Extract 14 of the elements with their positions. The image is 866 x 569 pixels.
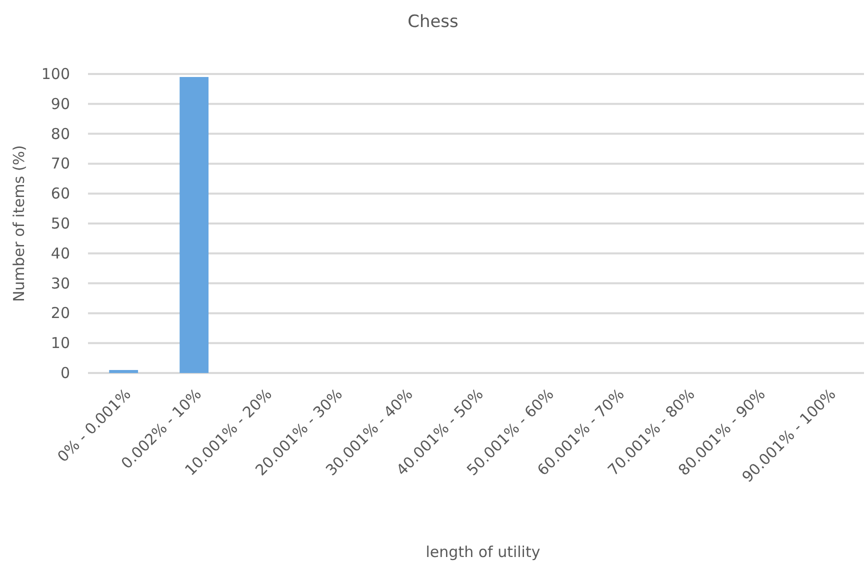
y-tick-label: 40 (50, 244, 70, 262)
chart-title: Chess (408, 12, 459, 32)
y-tick-label: 30 (50, 274, 70, 292)
y-tick-label: 10 (50, 334, 70, 352)
y-tick-label: 60 (50, 184, 70, 203)
y-tick-label: 0 (60, 364, 70, 382)
x-axis-title: length of utility (426, 543, 540, 561)
y-tick-label: 90 (50, 94, 70, 113)
y-tick-label: 20 (50, 304, 70, 322)
y-tick-label: 70 (50, 154, 70, 173)
y-tick-label: 80 (50, 124, 70, 143)
y-tick-label: 100 (41, 65, 70, 83)
y-axis-title: Number of items (%) (10, 145, 28, 302)
y-tick-label: 50 (50, 214, 70, 232)
